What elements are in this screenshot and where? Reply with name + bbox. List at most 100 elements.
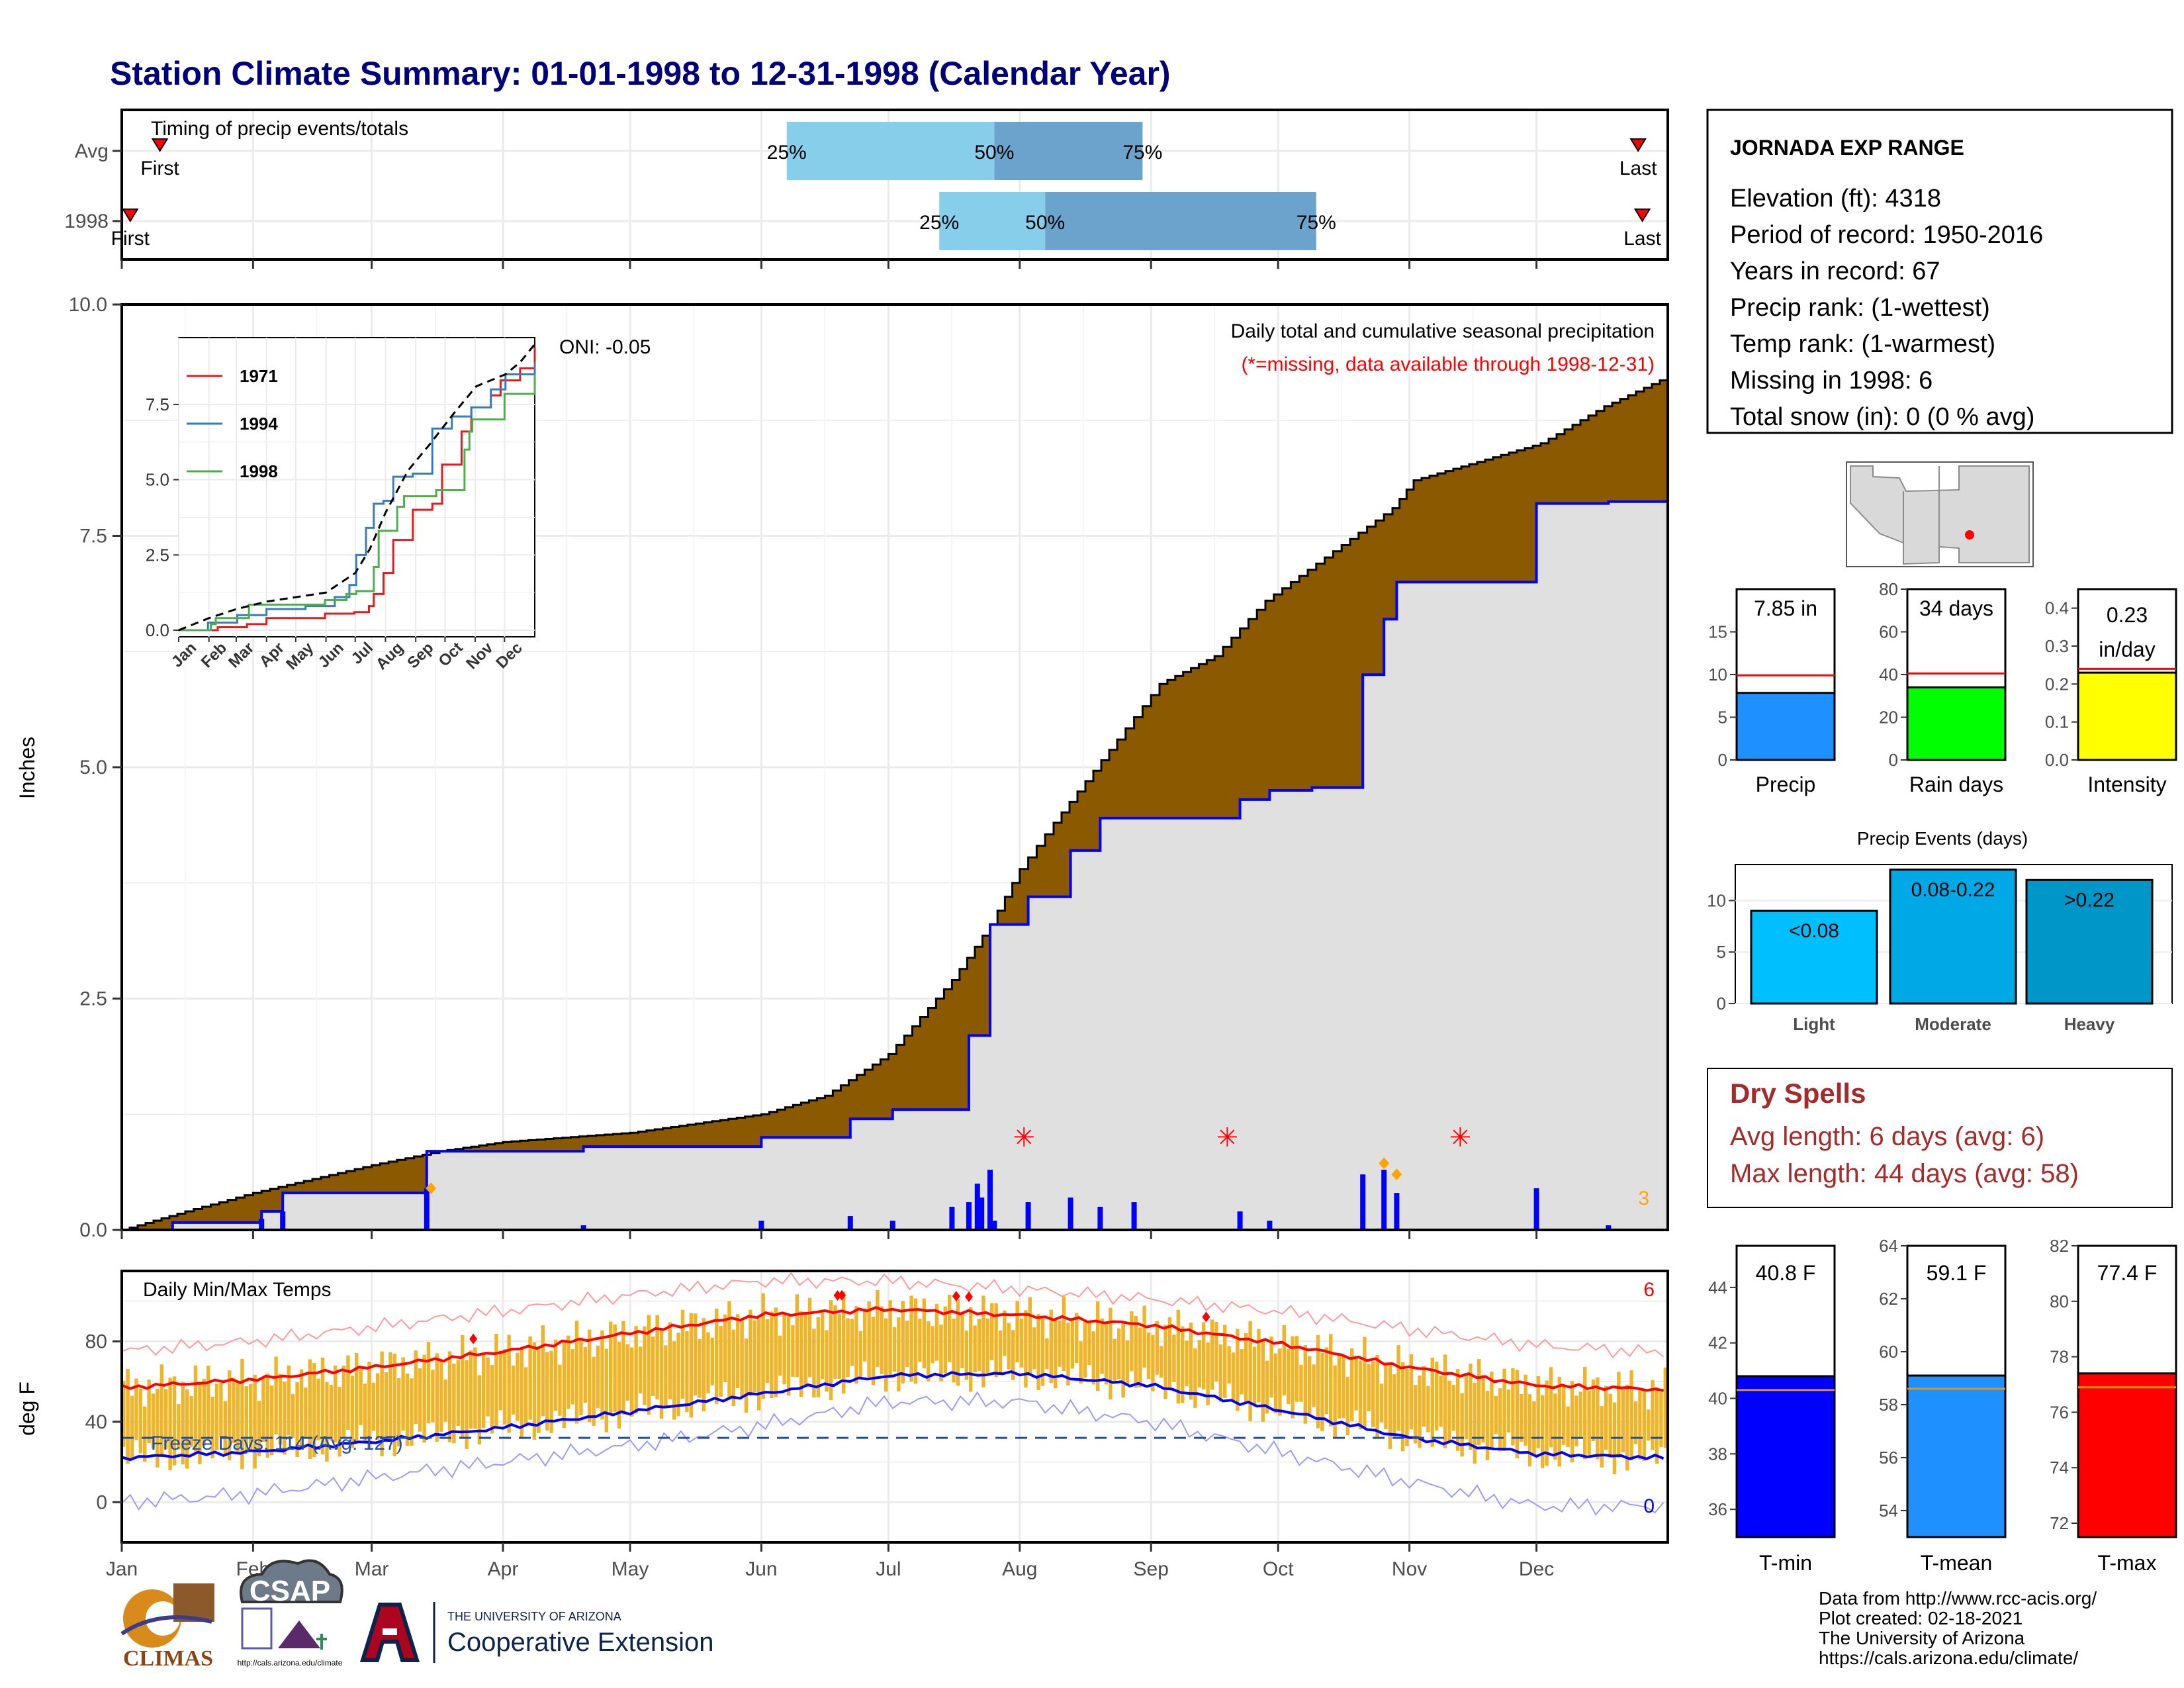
daily-temp-bar <box>960 1312 964 1368</box>
daily-temp-bar <box>185 1389 189 1469</box>
daily-temp-bar <box>1045 1338 1049 1369</box>
dry-spells-max: Max length: 44 days (avg: 58) <box>1730 1159 2079 1188</box>
month-label: Dec <box>1519 1558 1554 1580</box>
daily-temp-bar <box>486 1357 490 1417</box>
dry-spells-avg: Avg length: 6 days (avg: 6) <box>1730 1122 2044 1151</box>
daily-temp-bar <box>126 1368 130 1464</box>
daily-temp-bar <box>672 1341 676 1420</box>
daily-temp-bar <box>952 1319 956 1383</box>
daily-temp-bar <box>842 1291 846 1394</box>
daily-temp-bar <box>765 1319 770 1383</box>
daily-temp-bar <box>392 1353 397 1456</box>
daily-temp-bar <box>1651 1380 1655 1450</box>
climas-logo: CLIMAS <box>120 1583 214 1671</box>
daily-temp-bar <box>876 1289 880 1368</box>
daily-temp-bar <box>414 1350 418 1425</box>
precip-ylabel: Inches <box>15 737 39 799</box>
daily-temp-bar <box>621 1321 625 1415</box>
mini-ytick-label: 76 <box>2050 1402 2069 1422</box>
daily-temp-bar <box>749 1309 752 1396</box>
credits: Data from http://www.rcc-acis.org/Plot c… <box>1819 1588 2097 1668</box>
daily-temp-bar <box>503 1349 507 1425</box>
daily-precip-bar <box>1381 1170 1387 1230</box>
mini-bar-value: 34 days <box>1919 596 1993 620</box>
month-label: Aug <box>1002 1558 1037 1580</box>
events-category-label: Heavy <box>2064 1014 2115 1034</box>
daily-temp-bar <box>1303 1345 1308 1424</box>
timing-bar-25-50 <box>786 122 995 180</box>
mini-bar <box>1735 692 1836 761</box>
daily-temp-bar <box>482 1352 486 1429</box>
daily-temp-bar <box>744 1338 749 1413</box>
daily-temp-bar <box>320 1357 325 1455</box>
daily-precip-bar <box>1533 1188 1539 1230</box>
daily-temp-bar <box>647 1315 651 1415</box>
daily-temp-bar <box>1345 1376 1350 1436</box>
daily-temp-bar <box>1142 1305 1146 1368</box>
daily-temp-bar <box>1532 1401 1536 1456</box>
mini-ytick-label: 82 <box>2050 1236 2069 1256</box>
daily-temp-bar <box>159 1364 164 1454</box>
daily-temp-bar <box>1498 1388 1502 1452</box>
timing-bar-25-50 <box>939 192 1046 250</box>
mini-bar-label: T-min <box>1759 1551 1812 1575</box>
events-bar <box>1889 868 2017 1005</box>
daily-temp-bar <box>651 1336 655 1396</box>
record-high-marker <box>838 1289 846 1301</box>
csap-logo: CSAP http://cals.arizona.edu/climate <box>238 1559 343 1667</box>
daily-temp-bar <box>274 1356 278 1434</box>
daily-temp-bar <box>863 1308 867 1362</box>
daily-temp-bar <box>1236 1329 1240 1411</box>
daily-temp-bar <box>685 1331 689 1413</box>
daily-temp-bar <box>359 1368 363 1425</box>
daily-temp-bar <box>710 1337 715 1385</box>
first-label: First <box>140 158 179 179</box>
daily-temp-bar <box>304 1387 308 1438</box>
daily-temp-bar <box>1426 1385 1430 1432</box>
mini-ytick-label: 38 <box>1708 1444 1727 1464</box>
daily-temp-bar <box>964 1331 969 1380</box>
daily-temp-bar <box>469 1350 473 1429</box>
mini-bar-value: 7.85 in <box>1754 596 1817 620</box>
daily-temp-bar <box>791 1325 795 1377</box>
events-bar-label: <0.08 <box>1789 920 1839 942</box>
daily-temp-bar <box>283 1382 287 1455</box>
mini-ytick-label: 60 <box>1879 622 1898 642</box>
precip-ytick-label: 10.0 <box>69 294 107 316</box>
daily-temp-bar <box>422 1354 426 1443</box>
daily-precip-bar <box>1394 1193 1400 1230</box>
daily-temp-bar <box>465 1360 469 1449</box>
daily-temp-bar <box>1625 1384 1629 1471</box>
daily-temp-bar <box>934 1303 939 1361</box>
daily-temp-bar <box>338 1387 341 1457</box>
daily-temp-bar <box>156 1388 159 1468</box>
daily-temp-bar <box>1460 1393 1464 1457</box>
mini-ytick-label: 36 <box>1708 1499 1727 1519</box>
daily-temp-bar <box>151 1393 156 1449</box>
locator-map <box>1846 461 2034 567</box>
daily-temp-bar <box>1545 1380 1549 1466</box>
month-label: Nov <box>1392 1558 1427 1580</box>
daily-temp-bar <box>240 1359 244 1470</box>
daily-temp-bar <box>740 1320 744 1398</box>
daily-temp-bar <box>210 1397 214 1459</box>
daily-temp-bar <box>1087 1321 1091 1366</box>
precip-note: Daily total and cumulative seasonal prec… <box>1231 320 1655 342</box>
daily-temp-bar <box>232 1378 236 1443</box>
daily-temp-bar <box>164 1389 168 1450</box>
ua-small-text: THE UNIVERSITY OF ARIZONA <box>447 1610 621 1623</box>
daily-temp-bar <box>410 1378 414 1446</box>
dry-spells-title: Dry Spells <box>1730 1078 1866 1109</box>
daily-temp-bar <box>1363 1336 1367 1428</box>
daily-temp-bar <box>1032 1327 1036 1370</box>
daily-temp-bar <box>948 1295 952 1362</box>
daily-temp-bar <box>943 1306 948 1374</box>
daily-temp-bar <box>1040 1318 1045 1386</box>
snow-marker <box>426 1182 437 1195</box>
missing-note: (*=missing, data available through 1998-… <box>1241 353 1655 375</box>
daily-temp-bar <box>973 1325 977 1373</box>
daily-temp-bar <box>807 1297 812 1378</box>
ua-big-text: Cooperative Extension <box>447 1628 713 1657</box>
mini-ytick-label: 5 <box>1718 708 1727 727</box>
